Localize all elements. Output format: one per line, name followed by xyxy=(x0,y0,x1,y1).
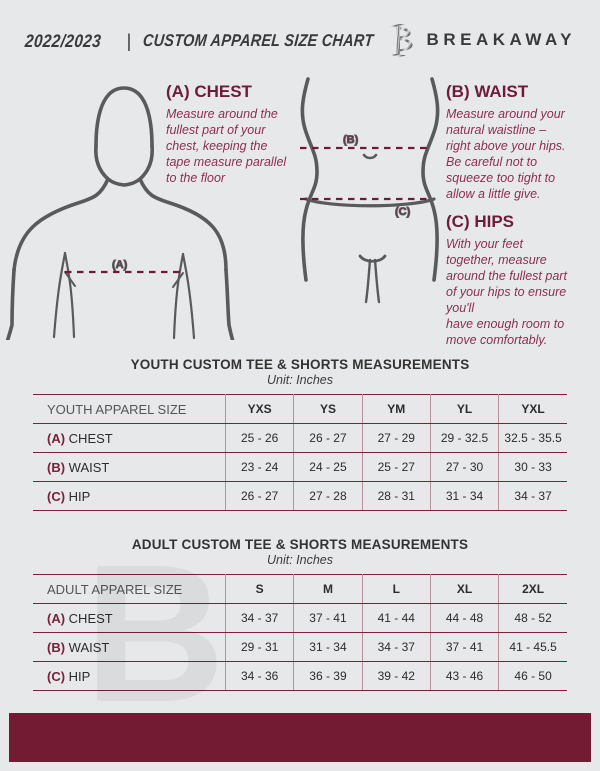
svg-text:(A): (A) xyxy=(112,259,128,271)
svg-text:(C): (C) xyxy=(395,206,411,218)
svg-text:(B): (B) xyxy=(343,134,359,146)
